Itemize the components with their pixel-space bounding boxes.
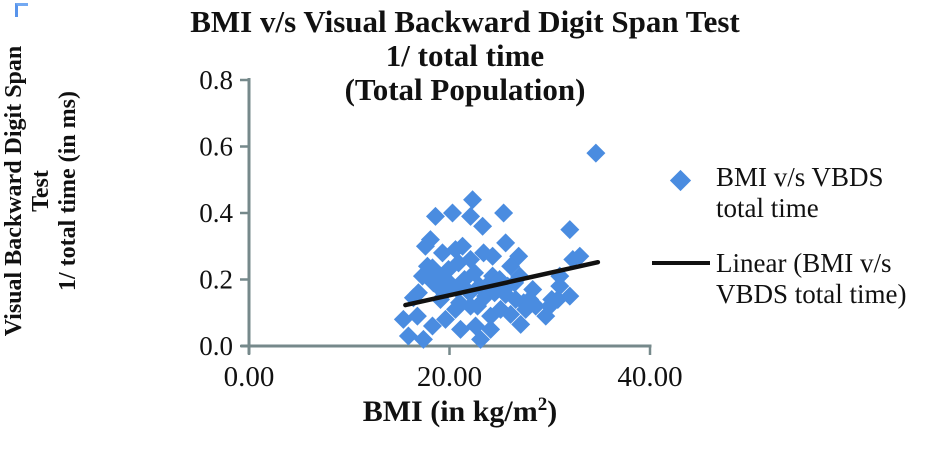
legend-label-trendline: Linear (BMI v/s VBDS total time) xyxy=(716,248,907,310)
y-tick-label: 0.6 xyxy=(199,132,233,162)
data-point xyxy=(481,319,501,339)
data-point xyxy=(586,143,606,163)
data-point xyxy=(463,190,483,210)
y-tick-label: 0.0 xyxy=(199,331,233,361)
trend-line xyxy=(403,259,601,308)
x-axis-title-superscript: 2 xyxy=(537,394,548,415)
data-point xyxy=(407,306,427,326)
x-axis-title-suffix: ) xyxy=(547,395,558,428)
chart-title: BMI v/s Visual Backward Digit Span Test … xyxy=(150,5,780,107)
data-point xyxy=(412,266,432,286)
data-point xyxy=(506,289,526,309)
data-point xyxy=(468,296,488,316)
data-point xyxy=(451,319,471,339)
data-point xyxy=(453,236,473,256)
data-point xyxy=(501,304,521,324)
x-axis-title-text: BMI (in kg/m xyxy=(362,395,538,428)
data-point xyxy=(501,256,521,276)
legend-item-scatter: BMI v/s VBDS total time xyxy=(652,162,926,224)
data-point xyxy=(511,314,531,334)
data-point xyxy=(496,233,516,253)
data-point xyxy=(483,246,503,266)
x-axis-title: BMI (in kg/m2) xyxy=(250,394,670,429)
data-point xyxy=(450,293,470,313)
legend-marker-col xyxy=(652,162,716,192)
diamond-marker-icon xyxy=(669,169,692,192)
data-point xyxy=(550,276,570,296)
data-point xyxy=(432,243,452,263)
y-tick-label: 0.2 xyxy=(199,265,233,295)
data-point xyxy=(413,329,433,349)
data-point xyxy=(393,309,413,329)
corner-artifact xyxy=(15,3,28,17)
legend-label-scatter-line-2: total time xyxy=(716,193,819,223)
data-point xyxy=(560,220,580,240)
y-tick-label: 0.8 xyxy=(199,65,233,95)
data-point xyxy=(461,206,481,226)
legend: BMI v/s VBDS total time Linear (BMI v/s … xyxy=(652,162,926,310)
data-point xyxy=(415,236,435,256)
y-tick-label: 0.4 xyxy=(199,198,233,228)
data-point xyxy=(435,309,455,329)
x-tick-label: 0.00 xyxy=(224,361,275,393)
line-marker-icon xyxy=(652,261,710,265)
chart-title-line-3: (Total Population) xyxy=(344,72,586,107)
data-point xyxy=(536,306,556,326)
x-tick-label: 20.00 xyxy=(417,361,482,393)
data-point xyxy=(425,206,445,226)
data-point xyxy=(443,203,463,223)
legend-label-trendline-line-1: Linear (BMI v/s xyxy=(716,248,892,278)
legend-item-trendline: Linear (BMI v/s VBDS total time) xyxy=(652,248,926,310)
legend-label-scatter-line-1: BMI v/s VBDS xyxy=(716,162,884,192)
chart-title-line-2: 1/ total time xyxy=(385,38,545,73)
legend-marker-col xyxy=(652,248,716,265)
data-point xyxy=(494,203,514,223)
data-point xyxy=(398,326,418,346)
data-point xyxy=(570,246,590,266)
data-point xyxy=(520,289,540,309)
data-point xyxy=(473,216,493,236)
legend-label-trendline-line-2: VBDS total time) xyxy=(716,279,907,309)
data-point xyxy=(422,316,442,336)
x-tick-label: 40.00 xyxy=(617,361,682,393)
legend-label-scatter: BMI v/s VBDS total time xyxy=(716,162,884,224)
chart-title-line-1: BMI v/s Visual Backward Digit Span Test xyxy=(190,4,740,39)
data-point xyxy=(471,329,491,349)
